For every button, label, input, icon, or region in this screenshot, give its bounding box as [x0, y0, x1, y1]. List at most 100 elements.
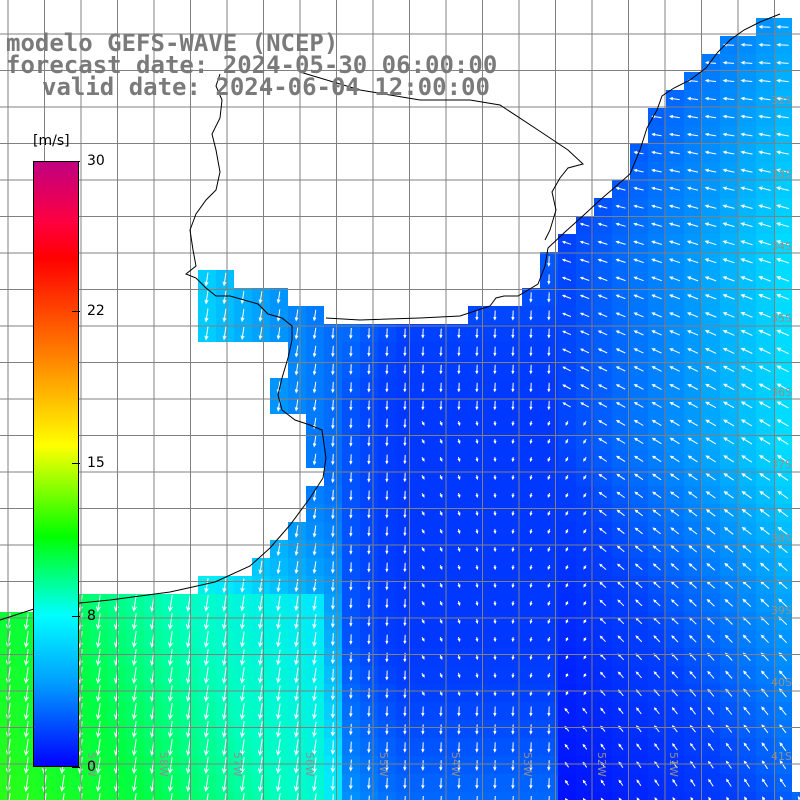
wind-arrow: [669, 348, 681, 354]
wind-arrow: [740, 276, 753, 282]
wind-arrow: [493, 510, 497, 517]
wind-arrow: [475, 546, 479, 553]
wind-arrow: [294, 381, 299, 394]
wind-arrow: [651, 437, 662, 445]
wind-arrow: [547, 492, 551, 498]
wind-arrow: [367, 706, 371, 718]
wind-arrow: [239, 721, 245, 739]
wind-arrow: [349, 472, 353, 483]
wind-arrow: [421, 346, 425, 357]
wind-arrow: [240, 613, 245, 630]
wind-arrow: [131, 739, 137, 757]
wind-arrow: [618, 797, 622, 800]
wind-arrow: [95, 739, 101, 757]
wind-arrow: [439, 724, 443, 735]
wind-arrow: [385, 688, 389, 699]
colorbar: [33, 161, 79, 767]
wind-arrow: [723, 473, 734, 481]
wind-arrow: [707, 742, 714, 751]
wind-arrow: [312, 614, 317, 630]
wind-arrow: [421, 456, 425, 462]
wind-arrow: [758, 150, 771, 155]
wind-arrow: [493, 690, 497, 697]
wind-arrow: [671, 635, 679, 643]
wind-arrow: [95, 649, 101, 667]
wind-arrow: [687, 419, 698, 427]
wind-arrow: [312, 327, 317, 340]
wind-arrow: [188, 793, 191, 800]
wind-arrow: [776, 383, 789, 391]
wind-arrow: [669, 473, 680, 481]
wind-arrow: [275, 775, 281, 793]
wind-arrow: [633, 186, 644, 191]
wind-arrow: [475, 742, 479, 753]
wind-arrow: [726, 796, 730, 800]
wind-arrow: [686, 312, 699, 318]
wind-arrow: [511, 654, 515, 661]
forecast-date: forecast date: 2024-05-30 06:00:00: [6, 51, 498, 79]
wind-arrow: [260, 793, 263, 800]
wind-arrow: [760, 634, 769, 644]
wind-arrow: [722, 114, 735, 119]
wind-arrow: [565, 474, 569, 480]
wind-arrow: [493, 636, 497, 643]
wind-arrow: [475, 618, 479, 625]
wind-arrow: [547, 292, 551, 303]
wind-arrow: [440, 795, 442, 800]
wind-arrow: [743, 760, 751, 769]
wind-arrow: [565, 637, 569, 642]
wind-arrow: [651, 240, 662, 245]
wind-arrow: [687, 348, 699, 354]
wind-arrow: [759, 490, 771, 499]
wind-arrow: [511, 456, 515, 463]
wind-arrow: [493, 706, 497, 717]
wind-arrow: [493, 654, 497, 661]
wind-arrow: [185, 775, 191, 793]
wind-arrow: [616, 491, 625, 499]
wind-arrow: [547, 600, 551, 606]
wind-arrow: [758, 347, 771, 355]
wind-arrow: [26, 793, 29, 800]
wind-arrow: [493, 528, 497, 535]
wind-arrow: [239, 775, 245, 793]
wind-arrow: [404, 795, 406, 800]
wind-arrow: [95, 685, 101, 703]
wind-arrow: [597, 240, 608, 245]
wind-arrow: [330, 758, 336, 773]
wind-arrow: [597, 348, 608, 354]
wind-arrow: [312, 703, 317, 720]
wind-arrow: [776, 168, 789, 173]
wind-arrow: [654, 779, 660, 787]
wind-arrow: [222, 578, 227, 593]
wind-arrow: [669, 204, 681, 209]
wind-arrow: [439, 564, 443, 570]
wind-arrow: [668, 258, 681, 264]
wind-arrow: [439, 760, 443, 771]
wind-arrow: [708, 778, 714, 787]
wind-arrow: [331, 489, 335, 502]
colorbar-tick-label: 22: [87, 303, 105, 319]
wind-arrow: [221, 703, 227, 721]
colorbar-unit: [m/s]: [33, 133, 70, 149]
wind-arrow: [439, 672, 443, 679]
wind-arrow: [349, 634, 353, 645]
wind-arrow: [565, 528, 569, 534]
wind-arrow: [597, 420, 608, 426]
wind-arrow: [579, 240, 590, 245]
wind-arrow: [349, 508, 353, 519]
wind-arrow: [349, 327, 353, 340]
wind-arrow: [687, 455, 698, 463]
wind-arrow: [457, 546, 461, 553]
wind-arrow: [293, 775, 299, 792]
wind-arrow: [529, 706, 533, 717]
wind-arrow: [689, 706, 696, 715]
wind-arrow: [276, 578, 281, 593]
wind-arrow: [23, 631, 29, 649]
wind-arrow: [778, 634, 788, 644]
wind-arrow: [312, 525, 317, 538]
wind-arrow: [312, 721, 317, 738]
colorbar-tick-mark: [72, 616, 80, 617]
wind-arrow: [294, 525, 299, 538]
wind-arrow: [740, 114, 753, 119]
wind-arrow: [565, 601, 569, 606]
